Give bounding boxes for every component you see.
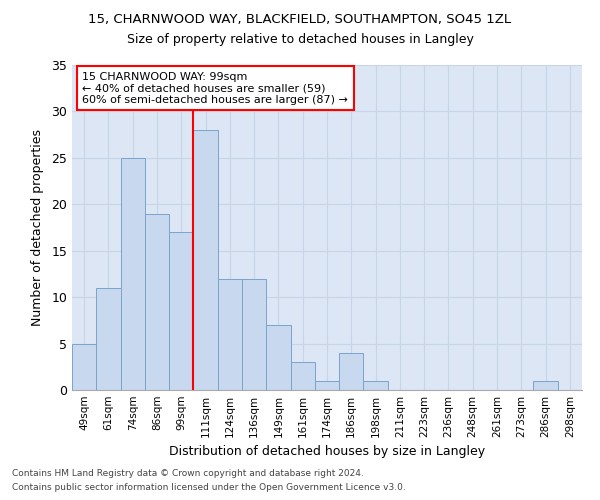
Bar	[193, 130, 218, 390]
Y-axis label: Number of detached properties: Number of detached properties	[31, 129, 44, 326]
X-axis label: Distribution of detached houses by size in Langley: Distribution of detached houses by size …	[169, 446, 485, 458]
Text: Contains HM Land Registry data © Crown copyright and database right 2024.: Contains HM Land Registry data © Crown c…	[12, 468, 364, 477]
Bar	[364, 380, 388, 390]
Text: 15 CHARNWOOD WAY: 99sqm
← 40% of detached houses are smaller (59)
60% of semi-de: 15 CHARNWOOD WAY: 99sqm ← 40% of detache…	[82, 72, 348, 104]
Text: 15, CHARNWOOD WAY, BLACKFIELD, SOUTHAMPTON, SO45 1ZL: 15, CHARNWOOD WAY, BLACKFIELD, SOUTHAMPT…	[88, 12, 512, 26]
Bar	[145, 214, 169, 390]
Bar	[266, 325, 290, 390]
Bar	[315, 380, 339, 390]
Bar	[218, 278, 242, 390]
Bar	[72, 344, 96, 390]
Bar	[339, 353, 364, 390]
Bar	[533, 380, 558, 390]
Bar	[169, 232, 193, 390]
Bar	[96, 288, 121, 390]
Text: Size of property relative to detached houses in Langley: Size of property relative to detached ho…	[127, 32, 473, 46]
Bar	[290, 362, 315, 390]
Text: Contains public sector information licensed under the Open Government Licence v3: Contains public sector information licen…	[12, 484, 406, 492]
Bar	[242, 278, 266, 390]
Bar	[121, 158, 145, 390]
